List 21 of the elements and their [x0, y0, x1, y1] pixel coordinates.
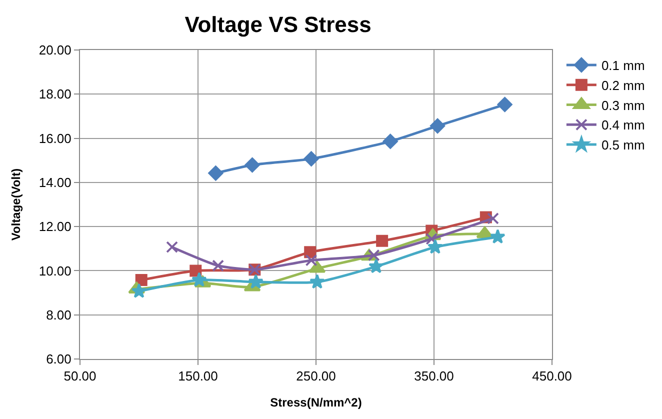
y-tick-label: 8.00: [46, 307, 72, 322]
y-tick-label: 20.00: [38, 42, 72, 58]
x-tick-label: 50.00: [64, 368, 96, 384]
y-tick-label: 10.00: [38, 263, 72, 278]
y-tick-label: 14.00: [38, 174, 72, 190]
chart-title: Voltage VS Stress: [184, 12, 372, 38]
legend-label: 0.3 mm: [601, 98, 645, 113]
legend-label: 0.1 mm: [601, 58, 645, 74]
y-axis-title: Voltage(Volt): [9, 168, 24, 241]
x-tick-label: 350.00: [414, 368, 454, 384]
x-tick-label: 150.00: [178, 368, 218, 384]
y-tick-label: 16.00: [38, 130, 72, 146]
y-tick-label: 12.00: [38, 219, 72, 234]
y-tick-label: 6.00: [46, 352, 72, 367]
y-tick-label: 18.00: [38, 86, 72, 102]
x-tick-label: 250.00: [296, 368, 336, 384]
legend-label: 0.4 mm: [601, 118, 645, 133]
x-tick-label: 450.00: [532, 368, 572, 384]
legend-label: 0.5 mm: [601, 138, 645, 153]
x-axis-title: Stress(N/mm^2): [270, 396, 362, 410]
legend-label: 0.2 mm: [601, 78, 645, 93]
